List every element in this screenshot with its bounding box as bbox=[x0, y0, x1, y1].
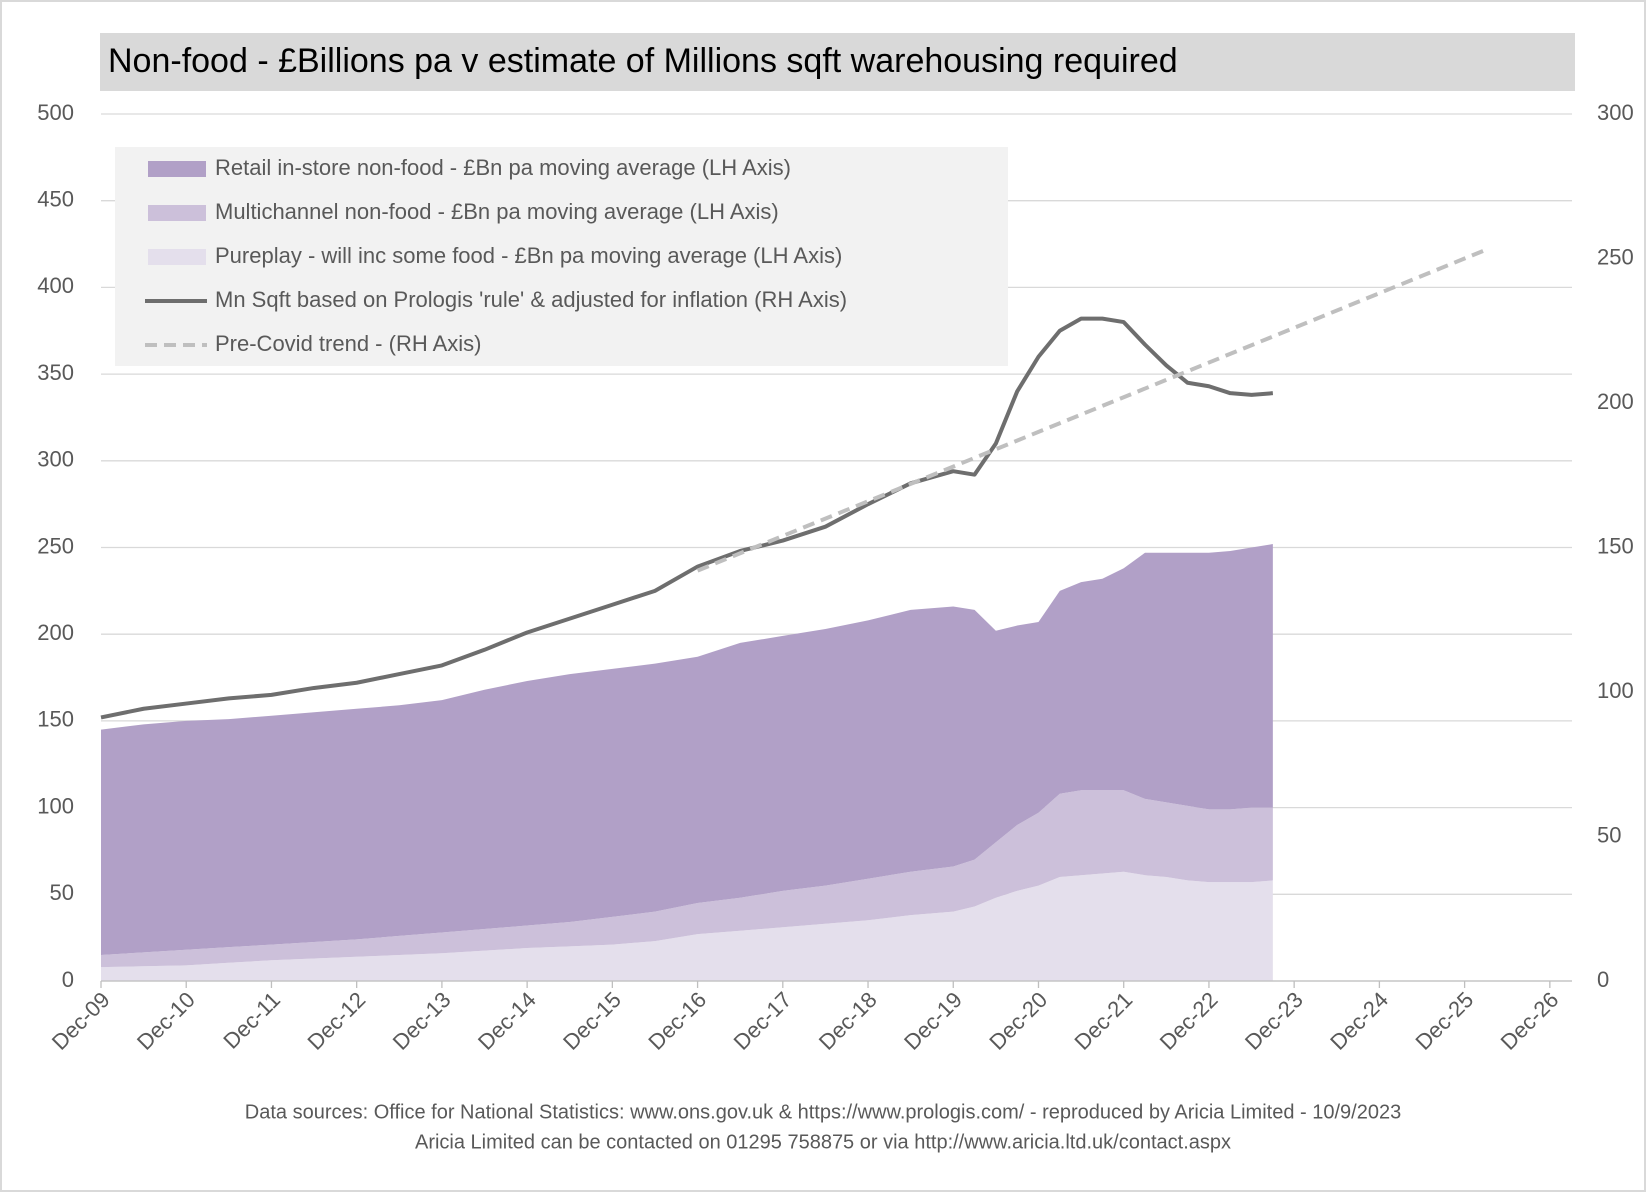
area bbox=[101, 790, 1273, 968]
y2-tick-label: 300 bbox=[1597, 100, 1634, 125]
area bbox=[101, 871, 1273, 981]
y-tick-label: 400 bbox=[37, 273, 74, 298]
y-tick-label: 150 bbox=[37, 707, 74, 732]
y2-tick-label: 150 bbox=[1597, 533, 1634, 558]
y-tick-label: 350 bbox=[37, 360, 74, 385]
line bbox=[100, 316, 1274, 720]
area bbox=[101, 544, 1273, 955]
y2-tick-label: 200 bbox=[1597, 389, 1634, 414]
legend-label: Mn Sqft based on Prologis 'rule' & adjus… bbox=[215, 287, 847, 312]
legend-swatch bbox=[148, 161, 206, 177]
y-tick-label: 100 bbox=[37, 793, 74, 818]
y2-tick-label: 50 bbox=[1597, 822, 1621, 847]
legend-swatch bbox=[148, 205, 206, 221]
footnote: Aricia Limited can be contacted on 01295… bbox=[415, 1131, 1231, 1153]
line bbox=[696, 247, 1487, 573]
legend-swatch bbox=[148, 249, 206, 265]
y-tick-label: 450 bbox=[37, 187, 74, 212]
title-box bbox=[100, 33, 1575, 91]
legend-box bbox=[115, 147, 1008, 366]
legend-label: Multichannel non-food - £Bn pa moving av… bbox=[215, 199, 779, 224]
legend-label: Pre-Covid trend - (RH Axis) bbox=[215, 331, 482, 356]
y-tick-label: 300 bbox=[37, 447, 74, 472]
y2-tick-label: 0 bbox=[1597, 967, 1609, 992]
y2-tick-label: 100 bbox=[1597, 678, 1634, 703]
y2-tick-label: 250 bbox=[1597, 244, 1634, 269]
y-tick-label: 0 bbox=[62, 967, 74, 992]
footnote: Data sources: Office for National Statis… bbox=[245, 1101, 1401, 1123]
legend-label: Retail in-store non-food - £Bn pa moving… bbox=[215, 155, 791, 180]
y-tick-label: 250 bbox=[37, 533, 74, 558]
y-tick-label: 50 bbox=[50, 880, 74, 905]
legend-label: Pureplay - will inc some food - £Bn pa m… bbox=[215, 243, 842, 268]
y-tick-label: 200 bbox=[37, 620, 74, 645]
y-tick-label: 500 bbox=[37, 100, 74, 125]
chart-title: Non-food - £Billions pa v estimate of Mi… bbox=[108, 42, 1178, 80]
